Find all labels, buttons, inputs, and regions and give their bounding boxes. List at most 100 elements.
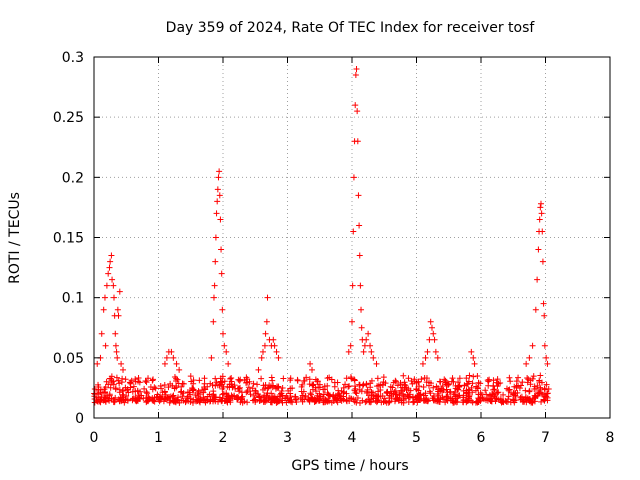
- data-point: [386, 395, 393, 402]
- data-point: [170, 398, 177, 405]
- data-point: [424, 348, 431, 355]
- data-point: [369, 389, 376, 396]
- data-point: [282, 394, 289, 401]
- data-point: [539, 258, 546, 265]
- data-point: [274, 384, 281, 391]
- data-point: [187, 373, 194, 380]
- data-point: [116, 288, 123, 295]
- data-point: [441, 376, 448, 383]
- y-tick-label: 0.05: [53, 351, 84, 367]
- data-point: [202, 399, 209, 406]
- data-point: [324, 382, 331, 389]
- data-point: [415, 379, 422, 386]
- data-point: [256, 397, 263, 404]
- data-point: [537, 204, 544, 211]
- data-point: [336, 392, 343, 399]
- data-point: [334, 379, 341, 386]
- data-point: [452, 385, 459, 392]
- data-point: [249, 385, 256, 392]
- data-point: [370, 354, 377, 361]
- y-tick-label: 0.2: [62, 170, 84, 186]
- data-point: [455, 379, 462, 386]
- data-point: [427, 390, 434, 397]
- data-point: [214, 198, 221, 205]
- data-point: [484, 377, 491, 384]
- data-point: [176, 399, 183, 406]
- x-tick-label: 8: [606, 430, 615, 446]
- data-point: [340, 384, 347, 391]
- data-point: [534, 276, 541, 283]
- data-point: [351, 376, 358, 383]
- data-point: [173, 360, 180, 367]
- data-point: [531, 392, 538, 399]
- data-point: [112, 342, 119, 349]
- data-point: [497, 380, 504, 387]
- data-point: [409, 394, 416, 401]
- data-point: [142, 378, 149, 385]
- data-point: [157, 393, 164, 400]
- data-point: [218, 270, 225, 277]
- data-point: [141, 385, 148, 392]
- data-point: [470, 373, 477, 380]
- data-point: [451, 399, 458, 406]
- data-point: [530, 373, 537, 380]
- x-tick-label: 0: [90, 430, 99, 446]
- data-point: [106, 391, 113, 398]
- data-point: [356, 252, 363, 259]
- data-point: [543, 393, 550, 400]
- data-point: [529, 342, 536, 349]
- data-point: [503, 398, 510, 405]
- data-point: [218, 246, 225, 253]
- data-point: [526, 396, 533, 403]
- data-point: [398, 387, 405, 394]
- data-point: [151, 394, 158, 401]
- data-point: [176, 366, 183, 373]
- data-point: [105, 270, 112, 277]
- data-point: [158, 385, 165, 392]
- data-point: [526, 388, 533, 395]
- data-point: [541, 342, 548, 349]
- data-point: [307, 360, 314, 367]
- data-point: [523, 360, 530, 367]
- data-point: [161, 360, 168, 367]
- data-point: [194, 398, 201, 405]
- data-point: [373, 399, 380, 406]
- data-point: [460, 397, 467, 404]
- data-point: [347, 342, 354, 349]
- data-point: [531, 386, 538, 393]
- data-point: [120, 387, 127, 394]
- data-point: [368, 388, 375, 395]
- data-point: [456, 375, 463, 382]
- data-point: [212, 375, 219, 382]
- data-point: [524, 379, 531, 386]
- data-point: [306, 376, 313, 383]
- data-point: [353, 66, 360, 73]
- data-point: [439, 383, 446, 390]
- data-point: [215, 174, 222, 181]
- data-point: [196, 377, 203, 384]
- data-point: [273, 348, 280, 355]
- data-point: [498, 399, 505, 406]
- data-point: [262, 330, 269, 337]
- data-point: [269, 377, 276, 384]
- data-point: [270, 336, 277, 343]
- data-point: [97, 399, 104, 406]
- data-point: [398, 397, 405, 404]
- x-tick-label: 7: [541, 430, 550, 446]
- data-point: [416, 383, 423, 390]
- data-point: [447, 395, 454, 402]
- data-point: [543, 354, 550, 361]
- data-point: [418, 395, 425, 402]
- data-point: [405, 398, 412, 405]
- data-point: [493, 395, 500, 402]
- data-point: [352, 389, 359, 396]
- data-point: [472, 399, 479, 406]
- data-point: [544, 360, 551, 367]
- data-point: [402, 382, 409, 389]
- data-point: [540, 396, 547, 403]
- data-point: [116, 380, 123, 387]
- y-tick-label: 0.25: [53, 110, 84, 126]
- data-point: [434, 391, 441, 398]
- data-point: [116, 398, 123, 405]
- x-axis-label: GPS time / hours: [291, 458, 408, 474]
